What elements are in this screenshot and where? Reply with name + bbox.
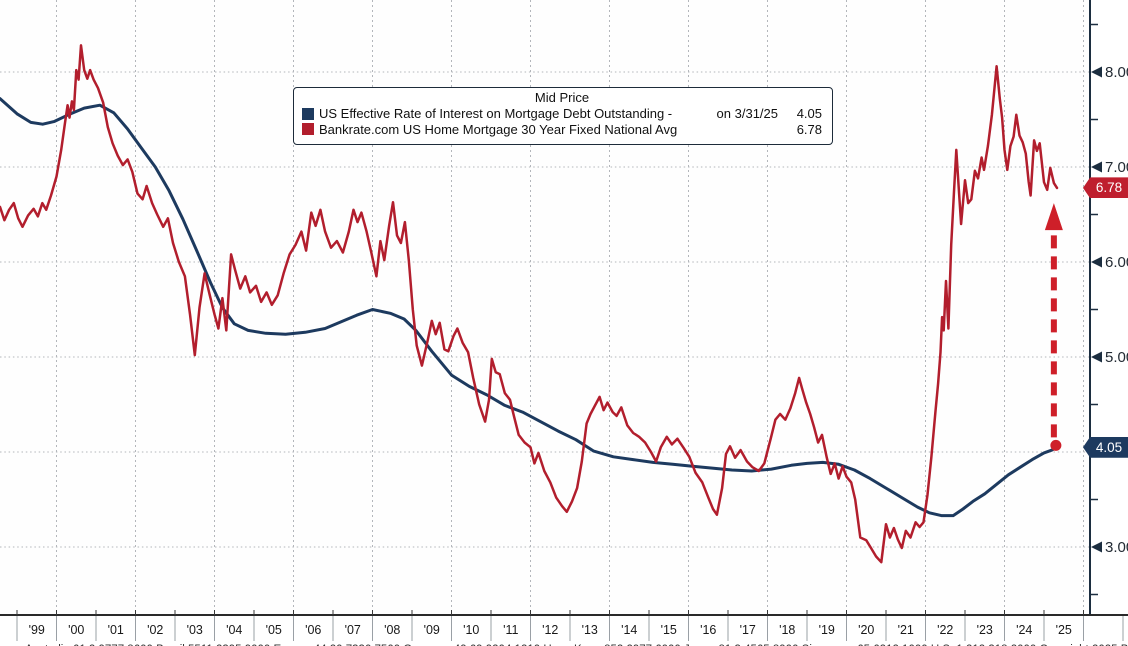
legend-label-blue-series: US Effective Rate of Interest on Mortgag…	[319, 106, 673, 121]
last-price-badge-red: 6.78	[1083, 177, 1128, 199]
x-axis-year-label: '15	[661, 623, 677, 637]
x-axis-year-label: '18	[779, 623, 795, 637]
legend-box: Mid Price US Effective Rate of Interest …	[293, 87, 833, 145]
x-axis-year-label: '01	[108, 623, 124, 637]
x-axis-year-label: '12	[542, 623, 558, 637]
x-axis-year-label: '16	[700, 623, 716, 637]
legend-value-blue-series: 4.05	[796, 106, 822, 121]
y-axis-label: 8.00	[1105, 64, 1128, 81]
x-axis-year-label: '06	[305, 623, 321, 637]
last-price-badge-blue: 4.05	[1083, 436, 1128, 458]
tick-arrow-icon	[1091, 256, 1102, 268]
x-axis-year-label: '04	[226, 623, 242, 637]
tick-arrow-icon	[1091, 351, 1102, 363]
x-axis-year-label: '19	[819, 623, 835, 637]
x-axis-year-label: '10	[463, 623, 479, 637]
legend-value-red-series: 6.78	[796, 121, 822, 137]
red-series-line	[0, 44, 1059, 564]
x-axis-year-label: '07	[345, 623, 361, 637]
x-axis-year-label: '05	[266, 623, 282, 637]
x-axis-year-label: '11	[503, 623, 518, 637]
footer-clipped: Australia 61 2 9777 8600 Brazil 5511 239…	[25, 644, 1128, 646]
tick-arrow-icon	[1091, 541, 1102, 553]
legend-row-red-series: Bankrate.com US Home Mortgage 30 Year Fi…	[302, 122, 822, 138]
tick-arrow-icon	[1091, 161, 1102, 173]
x-axis-year-label: '24	[1016, 623, 1032, 637]
annotation-dot	[1050, 439, 1062, 451]
legend-row-blue-series: US Effective Rate of Interest on Mortgag…	[302, 106, 822, 122]
x-axis-year-label: '20	[858, 623, 874, 637]
x-axis-year-label: '08	[384, 623, 400, 637]
tick-arrow-icon	[1091, 66, 1102, 78]
x-axis-year-label: '14	[621, 623, 637, 637]
x-axis-year-label: '23	[977, 623, 993, 637]
up-arrow-icon	[1044, 203, 1063, 231]
x-axis-year-label: '21	[898, 623, 914, 637]
x-axis-year-label: '22	[937, 623, 953, 637]
blue-series-swatch-icon	[302, 107, 314, 120]
y-axis-label: 7.00	[1105, 159, 1128, 176]
red-series-swatch-icon	[302, 123, 314, 136]
x-axis-year-label: '09	[424, 623, 440, 637]
legend-date-note: on 3/31/25	[716, 106, 778, 121]
y-axis-label: 3.00	[1105, 539, 1128, 556]
x-axis-year-label: '13	[582, 623, 598, 637]
y-axis-label: 5.00	[1105, 349, 1128, 366]
x-axis-year-label: '00	[68, 623, 84, 637]
x-axis-year-label: '99	[29, 623, 45, 637]
legend-title: Mid Price	[534, 90, 590, 105]
y-axis-label: 6.00	[1105, 254, 1128, 271]
x-axis-year-label: '02	[147, 623, 163, 637]
x-axis-year-label: '17	[740, 623, 756, 637]
blue-series-line	[0, 97, 1059, 518]
x-axis-year-label: '03	[187, 623, 203, 637]
legend-label-red-series: Bankrate.com US Home Mortgage 30 Year Fi…	[319, 121, 678, 137]
x-axis-year-label: '25	[1056, 623, 1072, 637]
